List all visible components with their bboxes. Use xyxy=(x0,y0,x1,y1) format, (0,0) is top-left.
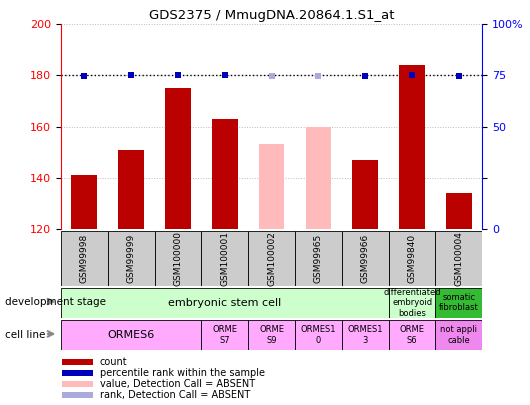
Bar xyxy=(295,320,342,350)
Bar xyxy=(165,88,191,229)
Text: embryonic stem cell: embryonic stem cell xyxy=(168,298,281,308)
Text: GSM100002: GSM100002 xyxy=(267,231,276,286)
Text: ORME
S6: ORME S6 xyxy=(400,326,425,345)
Bar xyxy=(248,231,295,286)
Text: GSM100001: GSM100001 xyxy=(220,231,229,286)
Text: ORMES1
3: ORMES1 3 xyxy=(348,326,383,345)
Text: cell line: cell line xyxy=(5,330,46,340)
Bar xyxy=(436,320,482,350)
Bar xyxy=(436,288,482,318)
Bar xyxy=(63,370,93,376)
Bar xyxy=(63,381,93,387)
Bar xyxy=(388,231,436,286)
Bar xyxy=(201,320,248,350)
Text: development stage: development stage xyxy=(5,297,107,307)
Text: GSM100004: GSM100004 xyxy=(454,231,463,286)
Bar xyxy=(61,231,108,286)
Text: GSM99840: GSM99840 xyxy=(408,234,417,283)
Bar xyxy=(63,359,93,365)
Bar xyxy=(61,320,201,350)
Bar xyxy=(352,160,378,229)
Bar xyxy=(399,65,425,229)
Bar xyxy=(72,175,97,229)
Text: GSM99999: GSM99999 xyxy=(127,234,136,283)
Text: percentile rank within the sample: percentile rank within the sample xyxy=(100,368,264,378)
Text: ORME
S9: ORME S9 xyxy=(259,326,284,345)
Bar xyxy=(201,231,248,286)
Text: count: count xyxy=(100,357,127,367)
Bar xyxy=(63,392,93,399)
Bar xyxy=(306,126,331,229)
Bar xyxy=(342,231,388,286)
Bar xyxy=(61,288,388,318)
Bar xyxy=(248,320,295,350)
Bar xyxy=(108,231,155,286)
Text: rank, Detection Call = ABSENT: rank, Detection Call = ABSENT xyxy=(100,390,250,401)
Text: ORME
S7: ORME S7 xyxy=(213,326,237,345)
Bar xyxy=(295,231,342,286)
Text: GSM99998: GSM99998 xyxy=(80,234,89,283)
Bar xyxy=(436,231,482,286)
Text: GSM99966: GSM99966 xyxy=(361,234,370,283)
Bar xyxy=(388,288,436,318)
Text: somatic
fibroblast: somatic fibroblast xyxy=(439,293,479,312)
Bar xyxy=(118,149,144,229)
Bar xyxy=(155,231,201,286)
Bar xyxy=(212,119,237,229)
Bar xyxy=(259,145,285,229)
Text: ORMES1
0: ORMES1 0 xyxy=(301,326,336,345)
Text: not appli
cable: not appli cable xyxy=(440,326,478,345)
Text: GSM99965: GSM99965 xyxy=(314,234,323,283)
Bar xyxy=(388,320,436,350)
Text: value, Detection Call = ABSENT: value, Detection Call = ABSENT xyxy=(100,379,255,389)
Text: differentiated
embryoid
bodies: differentiated embryoid bodies xyxy=(383,288,441,318)
Bar xyxy=(342,320,388,350)
Bar xyxy=(446,193,472,229)
Text: GSM100000: GSM100000 xyxy=(173,231,182,286)
Text: ORMES6: ORMES6 xyxy=(108,330,155,340)
Title: GDS2375 / MmugDNA.20864.1.S1_at: GDS2375 / MmugDNA.20864.1.S1_at xyxy=(149,9,394,22)
